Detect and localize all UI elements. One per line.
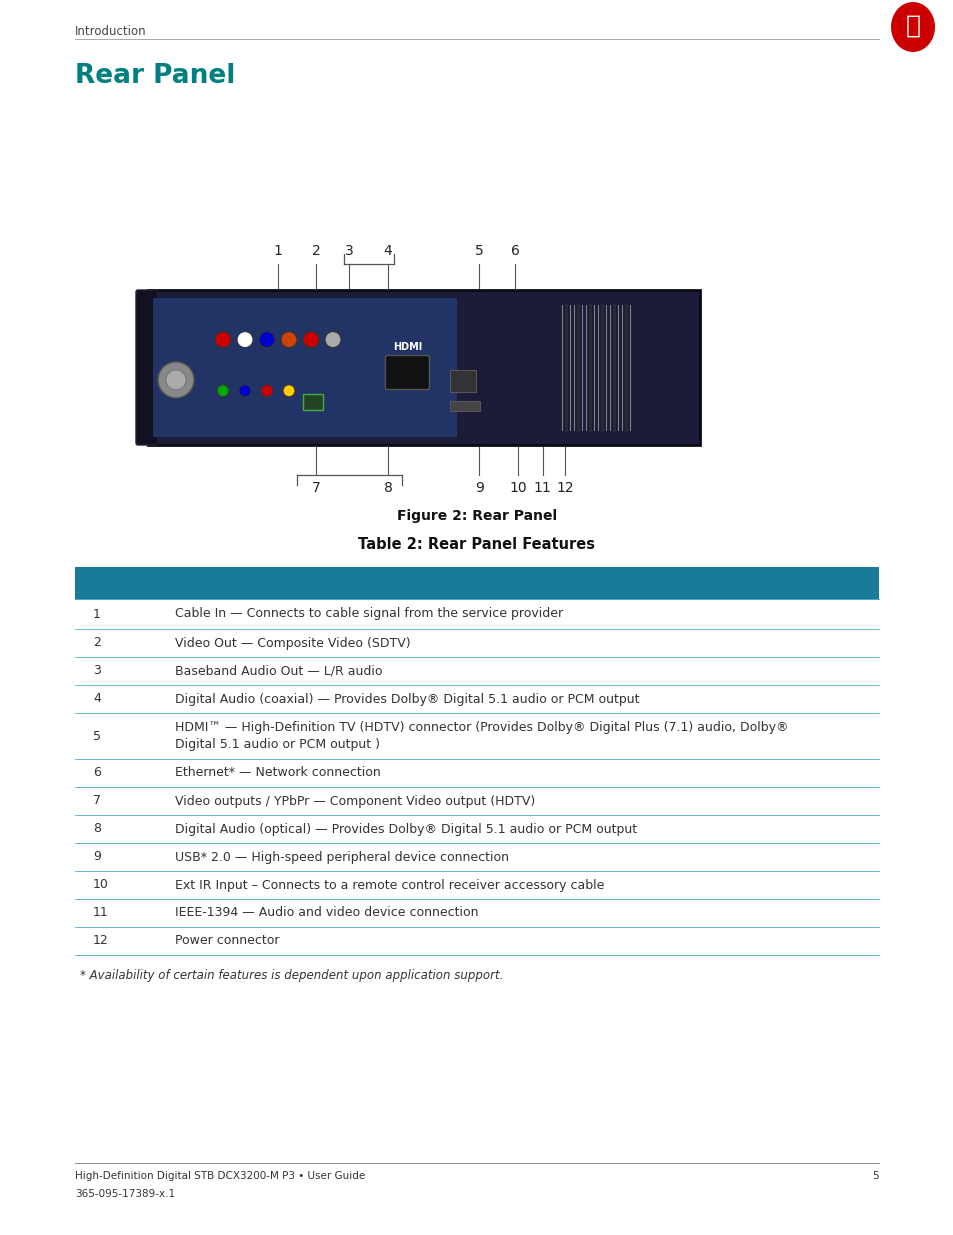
Circle shape — [261, 385, 273, 396]
Circle shape — [216, 385, 229, 396]
Text: * Availability of certain features is dependent upon application support.: * Availability of certain features is de… — [80, 969, 503, 982]
Text: 12: 12 — [556, 480, 573, 495]
Text: 365-095-17389-x.1: 365-095-17389-x.1 — [75, 1189, 175, 1199]
Text: 10: 10 — [92, 878, 109, 892]
FancyBboxPatch shape — [136, 290, 158, 445]
Circle shape — [236, 332, 253, 347]
Text: 3: 3 — [92, 664, 101, 678]
Text: 6: 6 — [510, 245, 519, 258]
Text: 6: 6 — [92, 767, 101, 779]
Bar — [449, 401, 479, 411]
Text: 2: 2 — [92, 636, 101, 650]
Circle shape — [303, 332, 318, 347]
Text: 9: 9 — [92, 851, 101, 863]
Text: Ethernet* — Network connection: Ethernet* — Network connection — [174, 767, 380, 779]
Text: Cable In — Connects to cable signal from the service provider: Cable In — Connects to cable signal from… — [174, 608, 562, 620]
Text: HDMI™ — High-Definition TV (HDTV) connector (Provides Dolby® Digital Plus (7.1) : HDMI™ — High-Definition TV (HDTV) connec… — [174, 721, 788, 751]
Text: USB* 2.0 — High-speed peripheral device connection: USB* 2.0 — High-speed peripheral device … — [174, 851, 509, 863]
Circle shape — [166, 370, 186, 390]
Text: 7: 7 — [92, 794, 101, 808]
Circle shape — [158, 362, 193, 398]
Text: 5: 5 — [92, 730, 101, 742]
Text: Video outputs / YPbPr — Component Video output (HDTV): Video outputs / YPbPr — Component Video … — [174, 794, 535, 808]
Text: Baseband Audio Out — L/R audio: Baseband Audio Out — L/R audio — [174, 664, 382, 678]
Circle shape — [325, 332, 340, 347]
Text: Digital Audio (optical) — Provides Dolby® Digital 5.1 audio or PCM output: Digital Audio (optical) — Provides Dolby… — [174, 823, 637, 836]
Text: Rear Panel: Rear Panel — [75, 63, 235, 89]
Text: Ext IR Input – Connects to a remote control receiver accessory cable: Ext IR Input – Connects to a remote cont… — [174, 878, 604, 892]
Text: Figure 2: Rear Panel: Figure 2: Rear Panel — [396, 509, 557, 522]
Text: 11: 11 — [92, 906, 109, 920]
Text: IEEE-1394 — Audio and video device connection: IEEE-1394 — Audio and video device conne… — [174, 906, 478, 920]
Text: 12: 12 — [92, 935, 109, 947]
Text: 4: 4 — [92, 693, 101, 705]
FancyBboxPatch shape — [385, 356, 429, 389]
Text: High-Definition Digital STB DCX3200-M P3 • User Guide: High-Definition Digital STB DCX3200-M P3… — [75, 1171, 365, 1181]
Text: 9: 9 — [475, 480, 483, 495]
Text: 11: 11 — [534, 480, 551, 495]
Bar — [75, 567, 878, 599]
Text: HDMI: HDMI — [393, 342, 421, 352]
Circle shape — [281, 332, 296, 347]
Text: 1: 1 — [273, 245, 282, 258]
Text: 2: 2 — [312, 245, 320, 258]
Text: Video Out — Composite Video (SDTV): Video Out — Composite Video (SDTV) — [174, 636, 410, 650]
Bar — [303, 394, 323, 410]
Bar — [152, 298, 456, 437]
Text: 8: 8 — [92, 823, 101, 836]
Circle shape — [214, 332, 231, 347]
Circle shape — [239, 385, 251, 396]
Text: 5: 5 — [475, 245, 483, 258]
Bar — [449, 370, 476, 391]
Text: 5: 5 — [871, 1171, 878, 1181]
Text: 7: 7 — [312, 480, 320, 495]
Text: 10: 10 — [509, 480, 526, 495]
Bar — [148, 290, 700, 445]
Text: Digital Audio (coaxial) — Provides Dolby® Digital 5.1 audio or PCM output: Digital Audio (coaxial) — Provides Dolby… — [174, 693, 639, 705]
Text: 4: 4 — [383, 245, 392, 258]
Circle shape — [258, 332, 274, 347]
Ellipse shape — [890, 2, 934, 52]
Text: 8: 8 — [383, 480, 392, 495]
Text: Ⓜ: Ⓜ — [904, 14, 920, 38]
Text: Introduction: Introduction — [75, 25, 147, 38]
Circle shape — [283, 385, 294, 396]
Text: Table 2: Rear Panel Features: Table 2: Rear Panel Features — [358, 537, 595, 552]
Text: Power connector: Power connector — [174, 935, 279, 947]
Text: 1: 1 — [92, 608, 101, 620]
Text: 3: 3 — [345, 245, 354, 258]
